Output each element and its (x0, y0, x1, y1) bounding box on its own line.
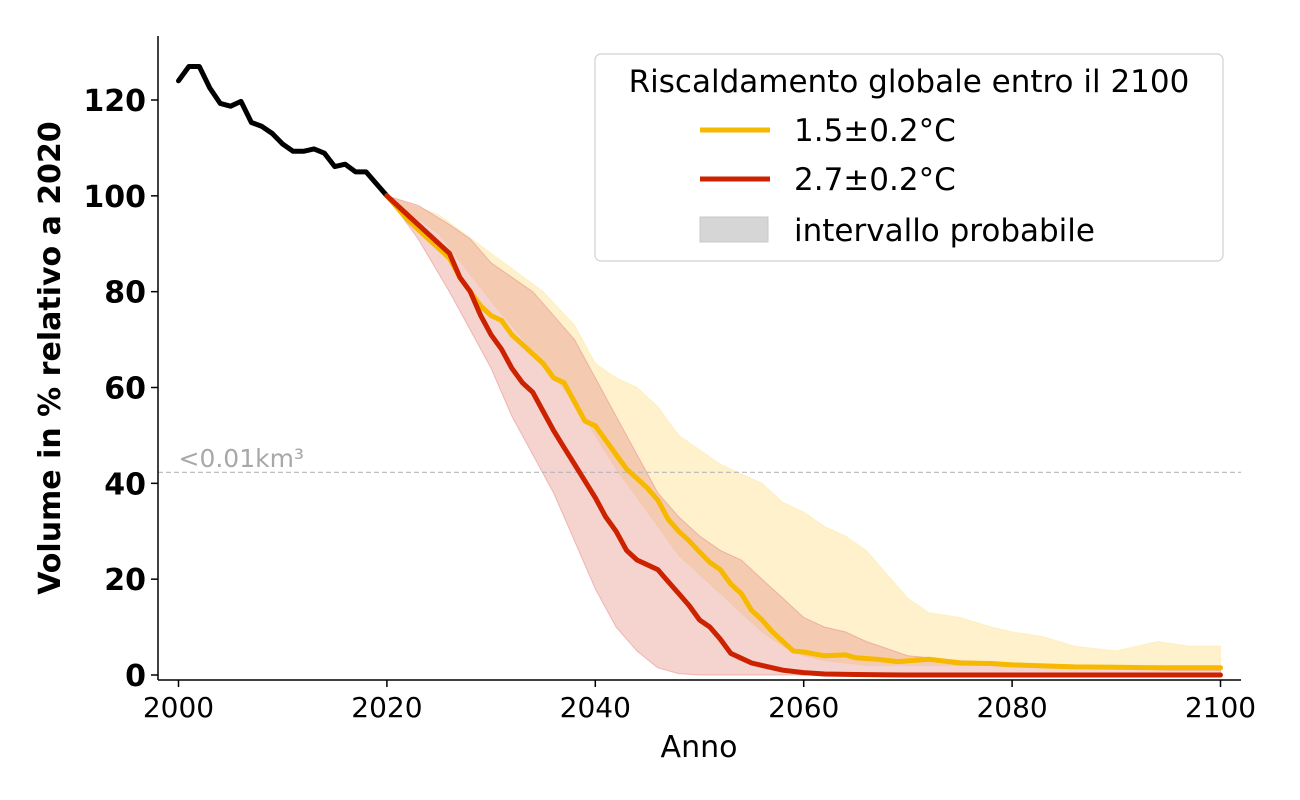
legend-title: Riscaldamento globale entro il 2100 (629, 64, 1190, 100)
x-ticks: 2000 2020 2040 2060 2080 2100 (143, 680, 1256, 724)
x-tick-label: 2000 (143, 691, 214, 724)
legend-label-high: 2.7±0.2°C (794, 162, 956, 198)
y-tick-label: 20 (104, 563, 146, 598)
y-tick-label: 60 (104, 372, 146, 407)
series-line-observed (176, 64, 390, 199)
y-tick-label: 120 (83, 84, 146, 119)
series-line-low (384, 193, 1223, 671)
x-tick-label: 2060 (768, 691, 839, 724)
legend: Riscaldamento globale entro il 2100 1.5±… (594, 53, 1224, 262)
legend-label-low: 1.5±0.2°C (794, 113, 956, 149)
y-tick-label: 100 (83, 180, 146, 215)
y-axis-title: Volume in % relativo a 2020 (33, 121, 68, 595)
x-tick-label: 2080 (976, 691, 1047, 724)
legend-frame (594, 53, 1224, 262)
y-ticks: 0 20 40 60 80 100 120 (83, 84, 158, 694)
series-line-high (384, 193, 1223, 678)
y-tick-label: 40 (104, 467, 146, 502)
y-tick-label: 0 (125, 659, 146, 694)
x-axis-title: Anno (661, 730, 738, 765)
x-tick-label: 2020 (351, 691, 422, 724)
x-tick-label: 2040 (560, 691, 631, 724)
lines-layer (176, 64, 1223, 678)
low-band-area (386, 195, 1221, 671)
x-tick-label: 2100 (1185, 691, 1256, 724)
legend-label-band: intervallo probabile (794, 213, 1095, 249)
y-tick-label: 80 (104, 276, 146, 311)
bands-layer (385, 194, 1221, 676)
threshold-annotation: <0.01km³ (179, 444, 304, 473)
legend-swatch-band (699, 216, 769, 243)
